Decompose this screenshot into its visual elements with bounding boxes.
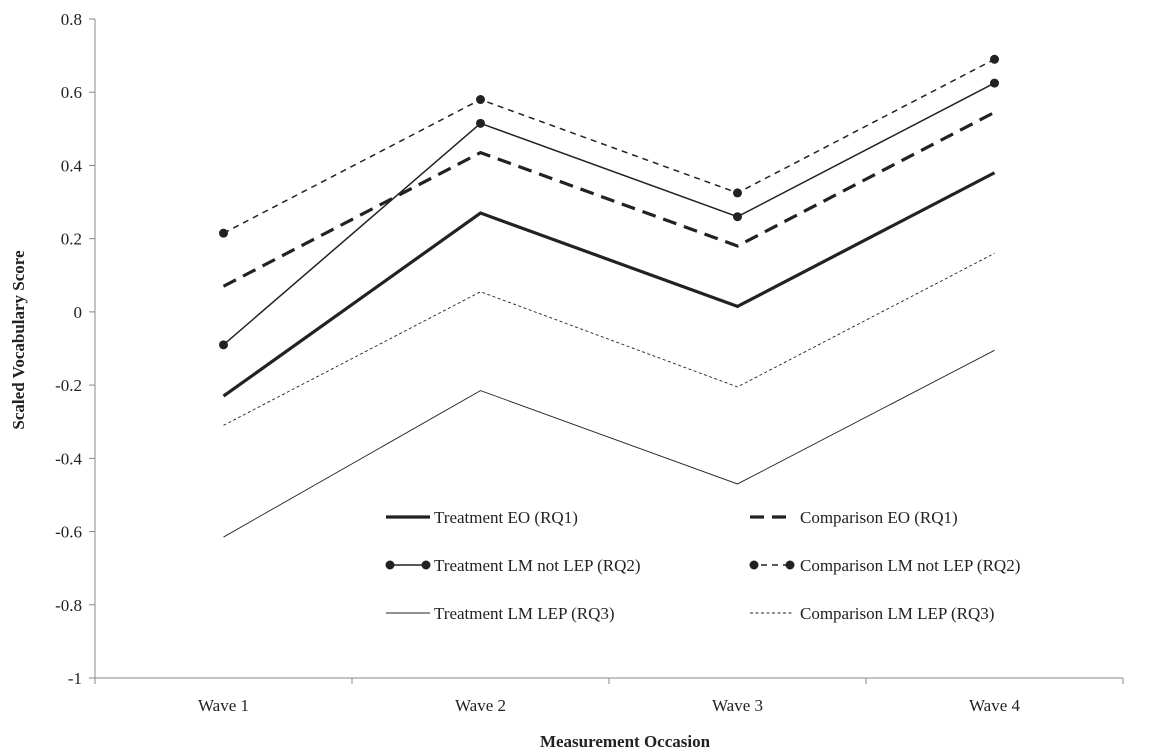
legend-label: Treatment LM not LEP (RQ2) (434, 556, 641, 575)
legend-item-3: Treatment LM not LEP (RQ2) (385, 556, 641, 575)
legend-label: Treatment EO (RQ1) (434, 508, 578, 527)
y-tick-label: 0.8 (61, 10, 82, 29)
legend-item-6: Comparison LM LEP (RQ3) (750, 604, 994, 623)
axes: 0.8 0.6 0.4 0.2 0 -0.2 -0.4 -0.6 -0.8 -1 Wave 1 Wav… (55, 10, 1124, 715)
y-tick-label: 0.2 (61, 230, 82, 249)
legend-item-4: Comparison LM not LEP (RQ2) (749, 556, 1020, 575)
legend-label: Comparison EO (RQ1) (800, 508, 958, 527)
data-point (476, 95, 485, 105)
y-tick-label: -0.6 (55, 523, 82, 542)
legend-marker (421, 560, 431, 570)
x-tick-label: Wave 4 (969, 696, 1021, 715)
series-3 (219, 78, 999, 350)
legend: Treatment EO (RQ1) Comparison EO (RQ1) Tre… (385, 508, 1020, 623)
y-tick-label: -1 (68, 669, 82, 688)
data-point (219, 340, 228, 350)
series-line (223, 252, 995, 426)
y-tick-label: -0.2 (55, 376, 82, 395)
legend-item-1: Treatment EO (RQ1) (386, 508, 578, 527)
data-point (733, 212, 742, 222)
series-line (223, 349, 995, 538)
series-5 (223, 349, 995, 538)
y-tick-label: -0.4 (55, 449, 82, 468)
series-line (222, 110, 996, 288)
series-layer (219, 54, 999, 538)
y-tick-label: -0.8 (55, 596, 82, 615)
y-tick-label: 0.4 (61, 156, 83, 175)
data-point (733, 188, 742, 198)
data-point (476, 118, 485, 128)
y-tick-label: 0.6 (61, 83, 82, 102)
series-line (223, 82, 995, 346)
legend-label: Comparison LM not LEP (RQ2) (800, 556, 1020, 575)
series-4 (219, 54, 999, 238)
y-axis-title: Scaled Vocabulary Score (9, 250, 28, 430)
legend-label: Comparison LM LEP (RQ3) (800, 604, 994, 623)
x-tick-label: Wave 3 (712, 696, 763, 715)
y-tick-label: 0 (74, 303, 83, 322)
legend-marker (749, 560, 759, 570)
x-tick-label: Wave 1 (198, 696, 249, 715)
x-tick-label: Wave 2 (455, 696, 506, 715)
legend-item-5: Treatment LM LEP (RQ3) (386, 604, 615, 623)
series-line (223, 58, 995, 234)
series-1 (222, 171, 996, 398)
series-2 (222, 110, 996, 288)
legend-label: Treatment LM LEP (RQ3) (434, 604, 615, 623)
data-point (990, 78, 999, 88)
series-line (222, 171, 996, 398)
legend-item-2: Comparison EO (RQ1) (750, 508, 958, 527)
data-point (219, 228, 228, 238)
legend-marker (385, 560, 395, 570)
legend-marker (785, 560, 795, 570)
x-axis-title: Measurement Occasion (540, 732, 711, 751)
data-point (990, 54, 999, 64)
series-6 (223, 252, 995, 426)
